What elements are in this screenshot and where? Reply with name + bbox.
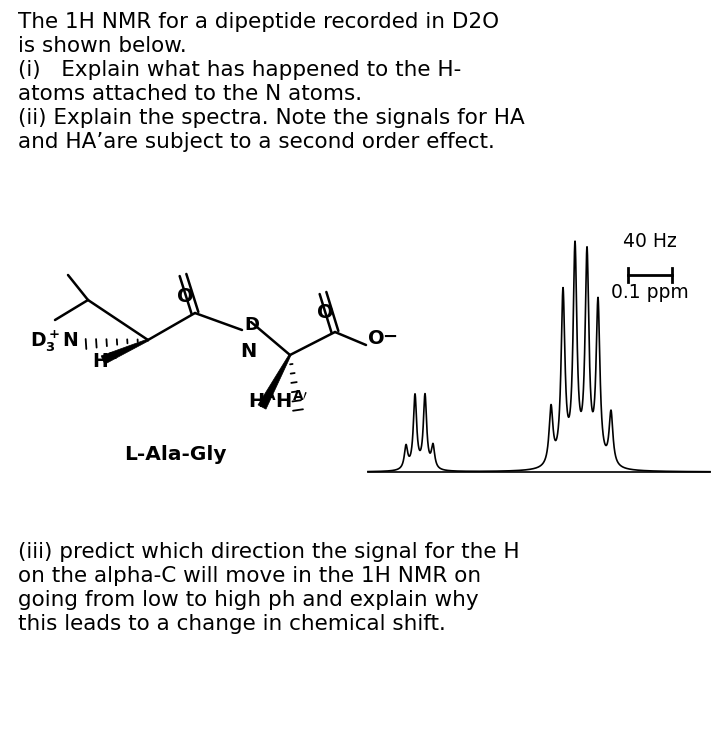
Text: The 1H NMR for a dipeptide recorded in D2O: The 1H NMR for a dipeptide recorded in D… [18,12,499,32]
Polygon shape [102,339,148,364]
Text: O: O [317,303,333,322]
Text: L-Ala-Gly: L-Ala-Gly [124,445,226,464]
Polygon shape [258,355,291,409]
Text: O: O [177,287,194,306]
Text: (ii) Explain the spectra. Note the signals for HA: (ii) Explain the spectra. Note the signa… [18,108,525,128]
Text: going from low to high ph and explain why: going from low to high ph and explain wh… [18,590,479,610]
Text: D: D [244,316,259,334]
Text: atoms attached to the N atoms.: atoms attached to the N atoms. [18,84,362,104]
Text: (iii) predict which direction the signal for the H: (iii) predict which direction the signal… [18,542,520,562]
Text: −: − [382,328,397,346]
Text: this leads to a change in chemical shift.: this leads to a change in chemical shift… [18,614,446,634]
Text: N: N [240,342,256,361]
Text: (i)   Explain what has happened to the H-: (i) Explain what has happened to the H- [18,60,462,80]
Text: on the alpha-C will move in the 1H NMR on: on the alpha-C will move in the 1H NMR o… [18,566,481,586]
Text: O: O [368,329,384,348]
Text: is shown below.: is shown below. [18,36,186,56]
Text: $\mathbf{D_3^+N}$: $\mathbf{D_3^+N}$ [30,328,78,354]
Text: and HA’are subject to a second order effect.: and HA’are subject to a second order eff… [18,132,495,152]
Text: $\mathbf{H^AH^{A\prime}}$: $\mathbf{H^AH^{A\prime}}$ [248,390,308,412]
Text: 0.1 ppm: 0.1 ppm [611,283,689,302]
Text: $\mathbf{H^{\alpha}}$: $\mathbf{H^{\alpha}}$ [92,353,118,372]
Text: 40 Hz: 40 Hz [623,232,677,251]
